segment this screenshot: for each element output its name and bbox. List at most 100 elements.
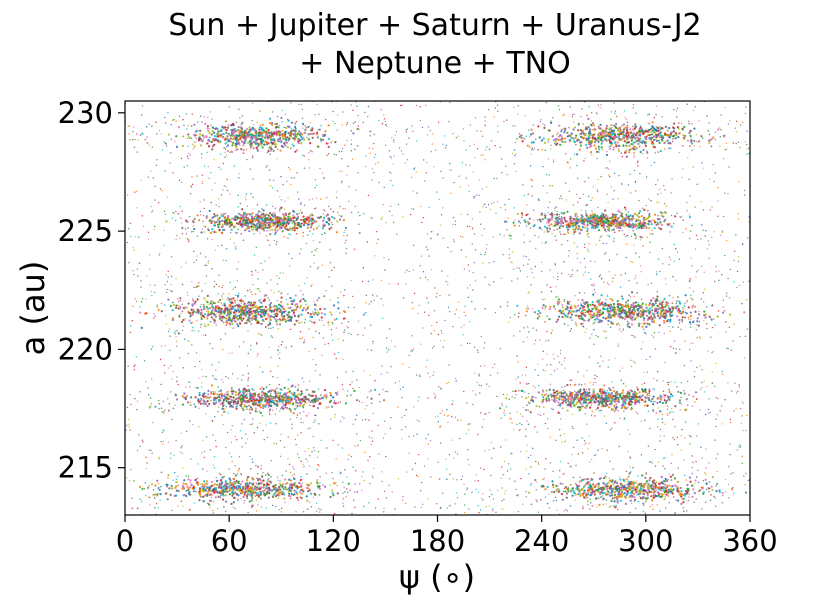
scatter-point-4051 bbox=[198, 219, 201, 222]
scatter-point-2606 bbox=[201, 134, 204, 137]
scatter-point-4541 bbox=[184, 228, 187, 230]
scatter-point-3026 bbox=[268, 117, 272, 120]
scatter-point-937 bbox=[555, 206, 557, 208]
scatter-point-1307 bbox=[471, 218, 473, 220]
scatter-point-2403 bbox=[212, 510, 214, 512]
scatter-point-806 bbox=[546, 192, 548, 194]
scatter-point-1881 bbox=[746, 414, 748, 417]
scatter-point-2177 bbox=[534, 426, 536, 428]
scatter-point-342 bbox=[509, 316, 512, 319]
scatter-point-813 bbox=[535, 460, 537, 463]
scatter-point-4488 bbox=[339, 205, 341, 208]
scatter-point-1853 bbox=[192, 423, 194, 426]
scatter-point-4367 bbox=[287, 215, 290, 218]
scatter-point-291 bbox=[497, 125, 499, 127]
scatter-point-375 bbox=[339, 401, 342, 403]
scatter-point-3718 bbox=[573, 140, 576, 143]
scatter-point-1785 bbox=[154, 199, 156, 201]
scatter-point-1487 bbox=[635, 190, 637, 192]
scatter-point-4019 bbox=[273, 228, 277, 232]
scatter-point-1757 bbox=[690, 318, 692, 320]
scatter-point-1752 bbox=[370, 443, 372, 446]
scatter-point-2111 bbox=[323, 209, 325, 211]
scatter-point-1657 bbox=[247, 512, 249, 514]
scatter-point-696 bbox=[576, 193, 578, 196]
scatter-point-3840 bbox=[581, 141, 583, 144]
scatter-point-3827 bbox=[706, 115, 708, 117]
scatter-point-3771 bbox=[600, 136, 603, 139]
scatter-point-60 bbox=[549, 213, 551, 216]
scatter-point-822 bbox=[413, 167, 416, 169]
scatter-point-3651 bbox=[613, 141, 616, 144]
scatter-point-427 bbox=[483, 347, 485, 349]
scatter-point-1264 bbox=[272, 205, 274, 208]
scatter-point-407 bbox=[352, 499, 355, 501]
scatter-point-800 bbox=[710, 336, 712, 338]
scatter-point-3521 bbox=[661, 139, 664, 142]
scatter-point-2544 bbox=[572, 427, 574, 430]
scatter-point-3709 bbox=[700, 135, 703, 138]
scatter-point-2147 bbox=[716, 414, 719, 416]
scatter-point-3652 bbox=[653, 127, 656, 130]
scatter-point-1745 bbox=[473, 261, 476, 264]
scatter-point-857 bbox=[688, 496, 690, 498]
scatter-point-4756 bbox=[638, 226, 641, 229]
scatter-point-3818 bbox=[573, 153, 576, 156]
scatter-point-4069 bbox=[340, 215, 343, 218]
scatter-point-357 bbox=[259, 333, 262, 336]
scatter-point-3657 bbox=[597, 135, 601, 138]
scatter-point-123 bbox=[516, 411, 518, 413]
scatter-point-2781 bbox=[300, 135, 303, 139]
scatter-point-3098 bbox=[217, 140, 220, 143]
scatter-point-917 bbox=[222, 189, 224, 191]
scatter-point-1057 bbox=[162, 229, 165, 232]
scatter-point-527 bbox=[623, 233, 625, 236]
scatter-point-2400 bbox=[703, 301, 705, 303]
scatter-point-2495 bbox=[155, 502, 158, 505]
scatter-point-3892 bbox=[613, 131, 616, 133]
scatter-point-2136 bbox=[452, 216, 455, 219]
scatter-point-902 bbox=[691, 467, 693, 469]
scatter-point-805 bbox=[472, 171, 474, 173]
scatter-point-92 bbox=[704, 472, 706, 474]
scatter-point-469 bbox=[672, 411, 674, 413]
scatter-point-756 bbox=[252, 124, 255, 126]
scatter-point-3106 bbox=[316, 131, 319, 135]
scatter-point-4278 bbox=[228, 222, 231, 225]
scatter-point-4351 bbox=[327, 223, 331, 226]
scatter-point-322 bbox=[701, 386, 703, 389]
scatter-point-2843 bbox=[193, 123, 196, 126]
scatter-point-1370 bbox=[513, 207, 516, 209]
scatter-point-2153 bbox=[508, 248, 510, 250]
scatter-point-1080 bbox=[722, 299, 724, 302]
scatter-point-1373 bbox=[659, 126, 661, 128]
scatter-point-1586 bbox=[489, 489, 491, 491]
scatter-point-3041 bbox=[327, 124, 330, 127]
scatter-point-4257 bbox=[205, 216, 208, 220]
scatter-point-1105 bbox=[694, 482, 696, 484]
scatter-point-721 bbox=[727, 193, 729, 195]
scatter-point-4296 bbox=[268, 224, 271, 227]
scatter-point-190 bbox=[259, 298, 262, 301]
scatter-point-587 bbox=[706, 306, 708, 308]
scatter-point-2540 bbox=[518, 429, 520, 432]
scatter-point-1856 bbox=[391, 214, 393, 217]
scatter-point-2312 bbox=[672, 347, 675, 350]
scatter-point-1971 bbox=[591, 333, 593, 335]
scatter-point-4572 bbox=[244, 211, 247, 214]
scatter-point-975 bbox=[255, 269, 257, 272]
scatter-point-2281 bbox=[674, 425, 676, 428]
scatter-point-2036 bbox=[207, 116, 209, 119]
scatter-point-1138 bbox=[568, 273, 570, 276]
scatter-point-2574 bbox=[545, 340, 547, 342]
scatter-point-201 bbox=[715, 396, 717, 399]
scatter-point-3630 bbox=[580, 131, 583, 135]
scatter-point-2870 bbox=[279, 131, 282, 134]
scatter-point-4607 bbox=[278, 216, 280, 219]
scatter-point-898 bbox=[302, 511, 305, 513]
scatter-point-1677 bbox=[315, 330, 317, 332]
scatter-point-765 bbox=[587, 448, 589, 450]
scatter-point-702 bbox=[404, 271, 406, 273]
scatter-point-86 bbox=[577, 453, 580, 455]
scatter-point-848 bbox=[503, 498, 505, 501]
